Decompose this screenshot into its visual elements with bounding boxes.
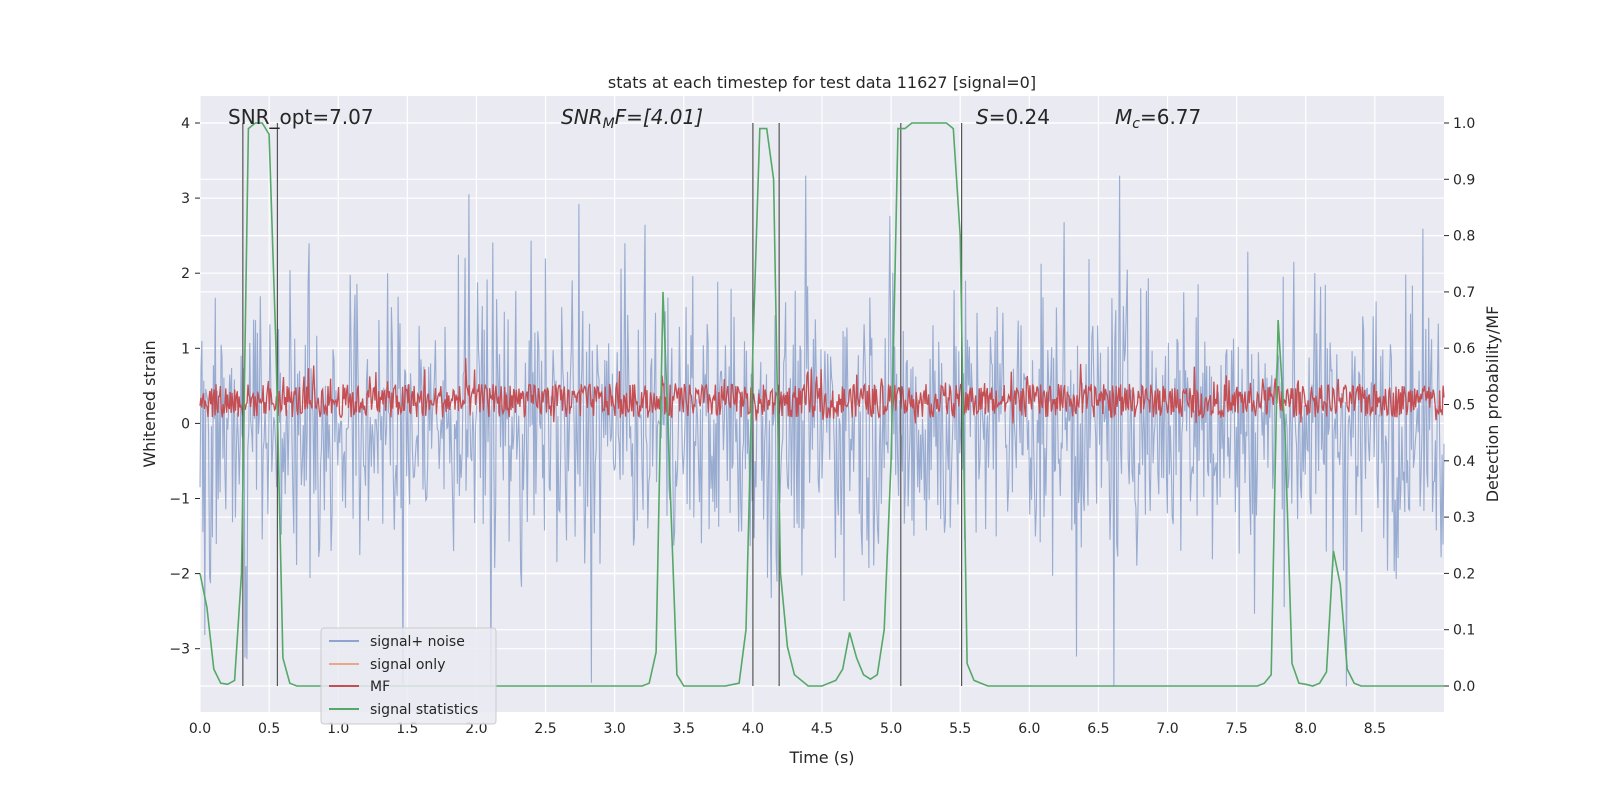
x-tick-label: 8.5 (1364, 721, 1386, 737)
x-axis-ticks: 0.0 0.5 1.0 1.5 2.0 2.5 3.0 3.5 4.0 4.5 5.0 5.5 6.0 6… (189, 721, 1386, 737)
x-tick-label: 1.0 (327, 721, 349, 737)
legend-label-signal-noise: signal+ noise (370, 634, 465, 650)
chart-title: stats at each timestep for test data 116… (608, 73, 1036, 92)
annotation-snr-opt: SNR_opt=7.07 (228, 105, 374, 129)
y2-tick-label: 0.4 (1453, 454, 1475, 470)
y-tick-label: 0 (181, 416, 190, 432)
y-tick-label: −3 (169, 642, 190, 658)
y2-axis-ticks: 1.0 0.9 0.8 0.7 0.6 0.5 0.4 0.3 0.2 0.1 0.0 (1444, 116, 1475, 695)
series-signal-statistics (199, 122, 1444, 687)
x-tick-label: 0.5 (258, 721, 280, 737)
y2-tick-label: 0.7 (1453, 285, 1475, 301)
y-axis-ticks: 4 3 2 1 0 −1 −2 −3 (169, 116, 200, 658)
x-tick-label: 0.0 (189, 721, 211, 737)
y-tick-label: −1 (169, 492, 190, 508)
y-tick-label: 3 (181, 191, 190, 207)
series-signal-noise (199, 175, 1445, 687)
x-tick-label: 5.0 (880, 721, 902, 737)
signal-noise-line (199, 175, 1445, 687)
series-mf (199, 358, 1445, 424)
x-tick-label: 2.5 (534, 721, 556, 737)
x-axis-label: Time (s) (788, 748, 854, 767)
x-tick-label: 8.0 (1295, 721, 1317, 737)
x-tick-label: 6.0 (1018, 721, 1040, 737)
x-tick-label: 4.5 (811, 721, 833, 737)
legend-label-mf: MF (370, 679, 390, 695)
y-tick-label: 2 (181, 266, 190, 282)
y2-tick-label: 0.2 (1453, 566, 1475, 582)
x-tick-label: 1.5 (396, 721, 418, 737)
x-tick-label: 6.5 (1087, 721, 1109, 737)
x-tick-label: 4.0 (742, 721, 764, 737)
y2-tick-label: 0.6 (1453, 341, 1475, 357)
y2-tick-label: 0.8 (1453, 229, 1475, 245)
legend: signal+ noise signal only MF signal stat… (320, 627, 497, 725)
legend-label-signal-statistics: signal statistics (370, 702, 478, 718)
y2-tick-label: 1.0 (1453, 116, 1475, 132)
y2-tick-label: 0.1 (1453, 623, 1475, 639)
legend-label-signal-only: signal only (370, 657, 445, 673)
x-tick-label: 2.0 (465, 721, 487, 737)
y-tick-label: 1 (181, 341, 190, 357)
mf-line (199, 358, 1445, 424)
annotation-snr-mf: SNRMF=[4.01] (561, 105, 703, 132)
y-axis-label: Whitened strain (140, 340, 159, 467)
y2-tick-label: 0.3 (1453, 510, 1475, 526)
y2-tick-label: 0.9 (1453, 172, 1475, 188)
legend-box (320, 627, 497, 725)
y-tick-label: −2 (169, 567, 190, 583)
x-tick-label: 3.5 (673, 721, 695, 737)
annotation-s: S=0.24 (976, 105, 1050, 129)
y2-axis-label: Detection probability/MF (1483, 306, 1502, 503)
y2-tick-label: 0.5 (1453, 398, 1475, 414)
marker-lines (242, 123, 963, 686)
x-tick-label: 7.0 (1156, 721, 1178, 737)
annotation-mc: Mc=6.77 (1115, 105, 1201, 132)
x-tick-label: 5.5 (949, 721, 971, 737)
x-tick-label: 3.0 (604, 721, 626, 737)
y-tick-label: 4 (181, 116, 190, 132)
y2-tick-label: 0.0 (1453, 679, 1475, 695)
x-tick-label: 7.5 (1226, 721, 1248, 737)
